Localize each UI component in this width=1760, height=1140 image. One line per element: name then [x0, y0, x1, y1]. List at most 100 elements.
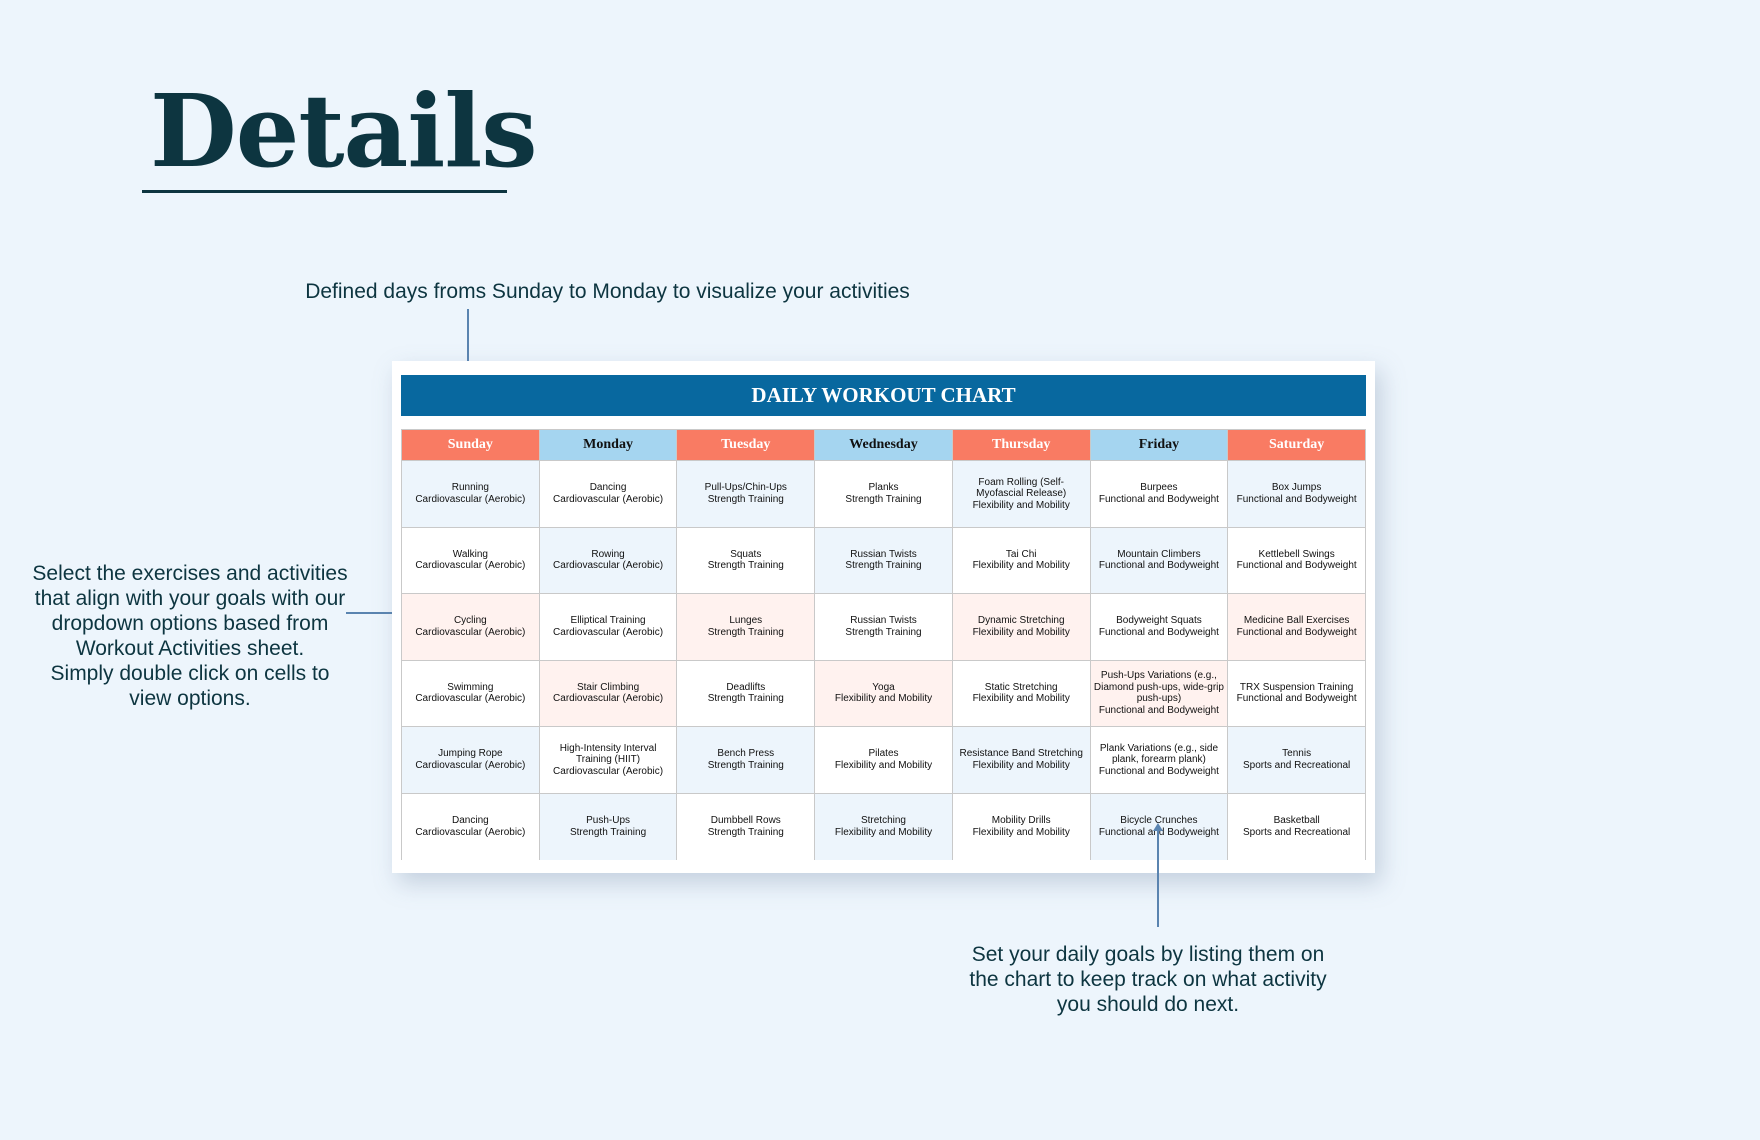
workout-grid: Sunday Monday Tuesday Wednesday Thursday Frid… [401, 429, 1366, 860]
activity-category: Flexibility and Mobility [972, 560, 1070, 572]
workout-cell[interactable]: Push-Ups Variations (e.g., Diamond push-… [1090, 660, 1229, 727]
workout-cell[interactable]: Russian Twists Strength Training [815, 594, 953, 661]
activity-category: Sports and Recreational [1242, 759, 1351, 771]
activity-category: Flexibility and Mobility [972, 499, 1070, 511]
activity-name: Tai Chi [1005, 548, 1037, 560]
workout-cell[interactable]: Medicine Ball Exercises Functional and Bo… [1228, 594, 1366, 661]
activity-name: Plank Variations (e.g., side plank, fore… [1099, 742, 1219, 766]
day-header-thursday: Thursday [952, 430, 1091, 461]
workout-cell[interactable]: Walking Cardiovascular (Aerobic) [402, 527, 540, 594]
workout-cell[interactable]: Planks Strength Training [815, 461, 953, 528]
title-underline [142, 190, 507, 193]
activity-name: Planks [868, 482, 899, 494]
workout-cell[interactable]: Static Stretching Flexibility and Mobilit… [952, 660, 1091, 727]
workout-cell[interactable]: Pull-Ups/Chin-Ups Strength Training [677, 461, 816, 528]
workout-cell[interactable]: Push-Ups Strength Training [539, 793, 678, 860]
workout-cell[interactable]: Dancing Cardiovascular (Aerobic) [539, 461, 678, 528]
workout-cell[interactable]: Lunges Strength Training [677, 594, 816, 661]
activity-category: Flexibility and Mobility [972, 826, 1070, 838]
workout-cell[interactable]: Dancing Cardiovascular (Aerobic) [402, 793, 540, 860]
arrow-line-left [346, 612, 426, 614]
activity-name: Push-Ups Variations (e.g., Diamond push-… [1093, 670, 1224, 705]
activity-category: Strength Training [569, 826, 647, 838]
workout-cell[interactable]: Mobility Drills Flexibility and Mobility [952, 793, 1091, 860]
day-header-saturday: Saturday [1228, 430, 1366, 461]
activity-name: Burpees [1140, 482, 1178, 494]
workout-cell[interactable]: Deadlifts Strength Training [677, 660, 816, 727]
chart-title: DAILY WORKOUT CHART [401, 375, 1366, 416]
workout-cell[interactable]: Burpees Functional and Bodyweight [1090, 461, 1229, 528]
activity-category: Flexibility and Mobility [834, 759, 933, 771]
annotation-line: Select the exercises and activities [32, 562, 348, 585]
activity-category: Cardiovascular (Aerobic) [415, 626, 526, 638]
activity-category: Cardiovascular (Aerobic) [553, 560, 664, 572]
annotation-line: you should do next. [1056, 993, 1240, 1016]
activity-category: Flexibility and Mobility [972, 626, 1070, 638]
activity-category: Flexibility and Mobility [834, 826, 933, 838]
workout-cell[interactable]: Mountain Climbers Functional and Bodyweig… [1090, 527, 1229, 594]
workout-cell[interactable]: Running Cardiovascular (Aerobic) [402, 461, 540, 528]
activity-category: Cardiovascular (Aerobic) [415, 493, 526, 505]
workout-cell[interactable]: Jumping Rope Cardiovascular (Aerobic) [402, 727, 540, 794]
activity-name: Pull-Ups/Chin-Ups [704, 482, 787, 494]
activity-name: Yoga [872, 681, 895, 693]
workout-cell[interactable]: Tennis Sports and Recreational [1228, 727, 1366, 794]
activity-category: Functional and Bodyweight [1098, 704, 1219, 716]
workout-cell[interactable]: Box Jumps Functional and Bodyweight [1228, 461, 1366, 528]
workout-cell[interactable]: Dynamic Stretching Flexibility and Mobili… [952, 594, 1091, 661]
workout-cell[interactable]: Squats Strength Training [677, 527, 816, 594]
workout-cell[interactable]: Foam Rolling (Self-Myofascial Release) Fl… [952, 461, 1091, 528]
workout-cell[interactable]: Stretching Flexibility and Mobility [815, 793, 953, 860]
activity-category: Functional and Bodyweight [1236, 693, 1357, 705]
workout-cell[interactable]: High-Intensity Interval Training (HIIT) C… [539, 727, 678, 794]
day-header-sunday: Sunday [402, 430, 540, 461]
workout-cell[interactable]: Basketball Sports and Recreational [1228, 793, 1366, 860]
annotation-line: that align with your goals with our [34, 587, 346, 610]
activity-category: Strength Training [707, 626, 784, 638]
activity-category: Functional and Bodyweight [1098, 560, 1219, 572]
activity-name: Lunges [729, 615, 763, 627]
activity-name: Dancing [589, 482, 627, 494]
day-header-monday: Monday [539, 430, 678, 461]
workout-cell[interactable]: Swimming Cardiovascular (Aerobic) [402, 660, 540, 727]
activity-category: Strength Training [707, 493, 784, 505]
annotation-line: view options. [129, 687, 251, 710]
workout-cell[interactable]: Russian Twists Strength Training [815, 527, 953, 594]
workout-cell[interactable]: Stair Climbing Cardiovascular (Aerobic) [539, 660, 678, 727]
workout-cell[interactable]: Cycling Cardiovascular (Aerobic) [402, 594, 540, 661]
workout-cell[interactable]: Rowing Cardiovascular (Aerobic) [539, 527, 678, 594]
activity-category: Functional and Bodyweight [1098, 626, 1219, 638]
day-header-wednesday: Wednesday [815, 430, 953, 461]
activity-name: Bench Press [717, 748, 775, 760]
workout-cell[interactable]: Resistance Band Stretching Flexibility an… [952, 727, 1091, 794]
activity-category: Strength Training [845, 560, 922, 572]
workout-cell[interactable]: Bench Press Strength Training [677, 727, 816, 794]
workout-cell[interactable]: Yoga Flexibility and Mobility [815, 660, 953, 727]
workout-cell[interactable]: Dumbbell Rows Strength Training [677, 793, 816, 860]
workout-cell[interactable]: Plank Variations (e.g., side plank, fore… [1090, 727, 1229, 794]
activity-name: Foam Rolling (Self-Myofascial Release) [976, 476, 1067, 500]
activity-category: Functional and Bodyweight [1236, 560, 1357, 572]
activity-name: Dumbbell Rows [710, 815, 781, 827]
activity-name: Basketball [1273, 815, 1320, 827]
annotation-line: dropdown options based from [51, 612, 329, 635]
activity-category: Strength Training [707, 826, 784, 838]
activity-name: Mountain Climbers [1117, 548, 1201, 560]
workout-cell[interactable]: Tai Chi Flexibility and Mobility [952, 527, 1091, 594]
activity-category: Strength Training [707, 759, 784, 771]
workout-cell[interactable]: Pilates Flexibility and Mobility [815, 727, 953, 794]
activity-category: Cardiovascular (Aerobic) [553, 493, 664, 505]
activity-category: Cardiovascular (Aerobic) [553, 626, 664, 638]
activity-category: Cardiovascular (Aerobic) [415, 759, 526, 771]
activity-name: Mobility Drills [991, 815, 1051, 827]
workout-cell[interactable]: TRX Suspension Training Functional and Bo… [1228, 660, 1366, 727]
activity-name: Pilates [868, 748, 899, 760]
activity-category: Sports and Recreational [1242, 826, 1351, 838]
activity-name: Swimming [447, 681, 494, 693]
workout-cell[interactable]: Elliptical Training Cardiovascular (Aerob… [539, 594, 678, 661]
activity-category: Cardiovascular (Aerobic) [415, 693, 526, 705]
day-header-tuesday: Tuesday [677, 430, 816, 461]
workout-cell[interactable]: Bodyweight Squats Functional and Bodyweig… [1090, 594, 1229, 661]
workout-cell[interactable]: Kettlebell Swings Functional and Bodyweig… [1228, 527, 1366, 594]
activity-category: Flexibility and Mobility [972, 759, 1070, 771]
